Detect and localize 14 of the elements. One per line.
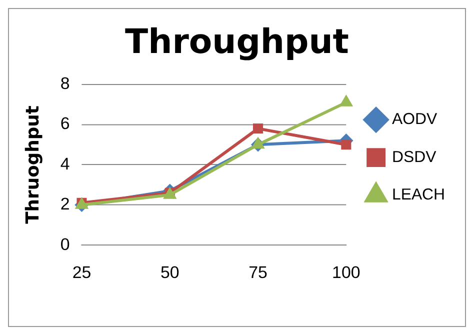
y-tick-label: 8 bbox=[60, 74, 70, 93]
legend-label: DSDV bbox=[392, 148, 437, 166]
legend-label: AODV bbox=[392, 111, 438, 128]
x-tick-label: 100 bbox=[332, 262, 360, 282]
x-tick-label: 50 bbox=[160, 262, 180, 282]
x-tick-label: 75 bbox=[248, 262, 268, 282]
legend-label: LEACH bbox=[392, 186, 446, 204]
x-tick-label: 25 bbox=[72, 262, 92, 282]
y-tick-label: 4 bbox=[60, 154, 70, 174]
y-tick-label: 2 bbox=[60, 194, 70, 214]
y-axis-title: Thruoghput bbox=[22, 105, 44, 224]
y-tick-label: 6 bbox=[60, 114, 70, 134]
y-tick-label: 0 bbox=[60, 234, 70, 254]
chart-title: Throughput bbox=[125, 22, 349, 61]
